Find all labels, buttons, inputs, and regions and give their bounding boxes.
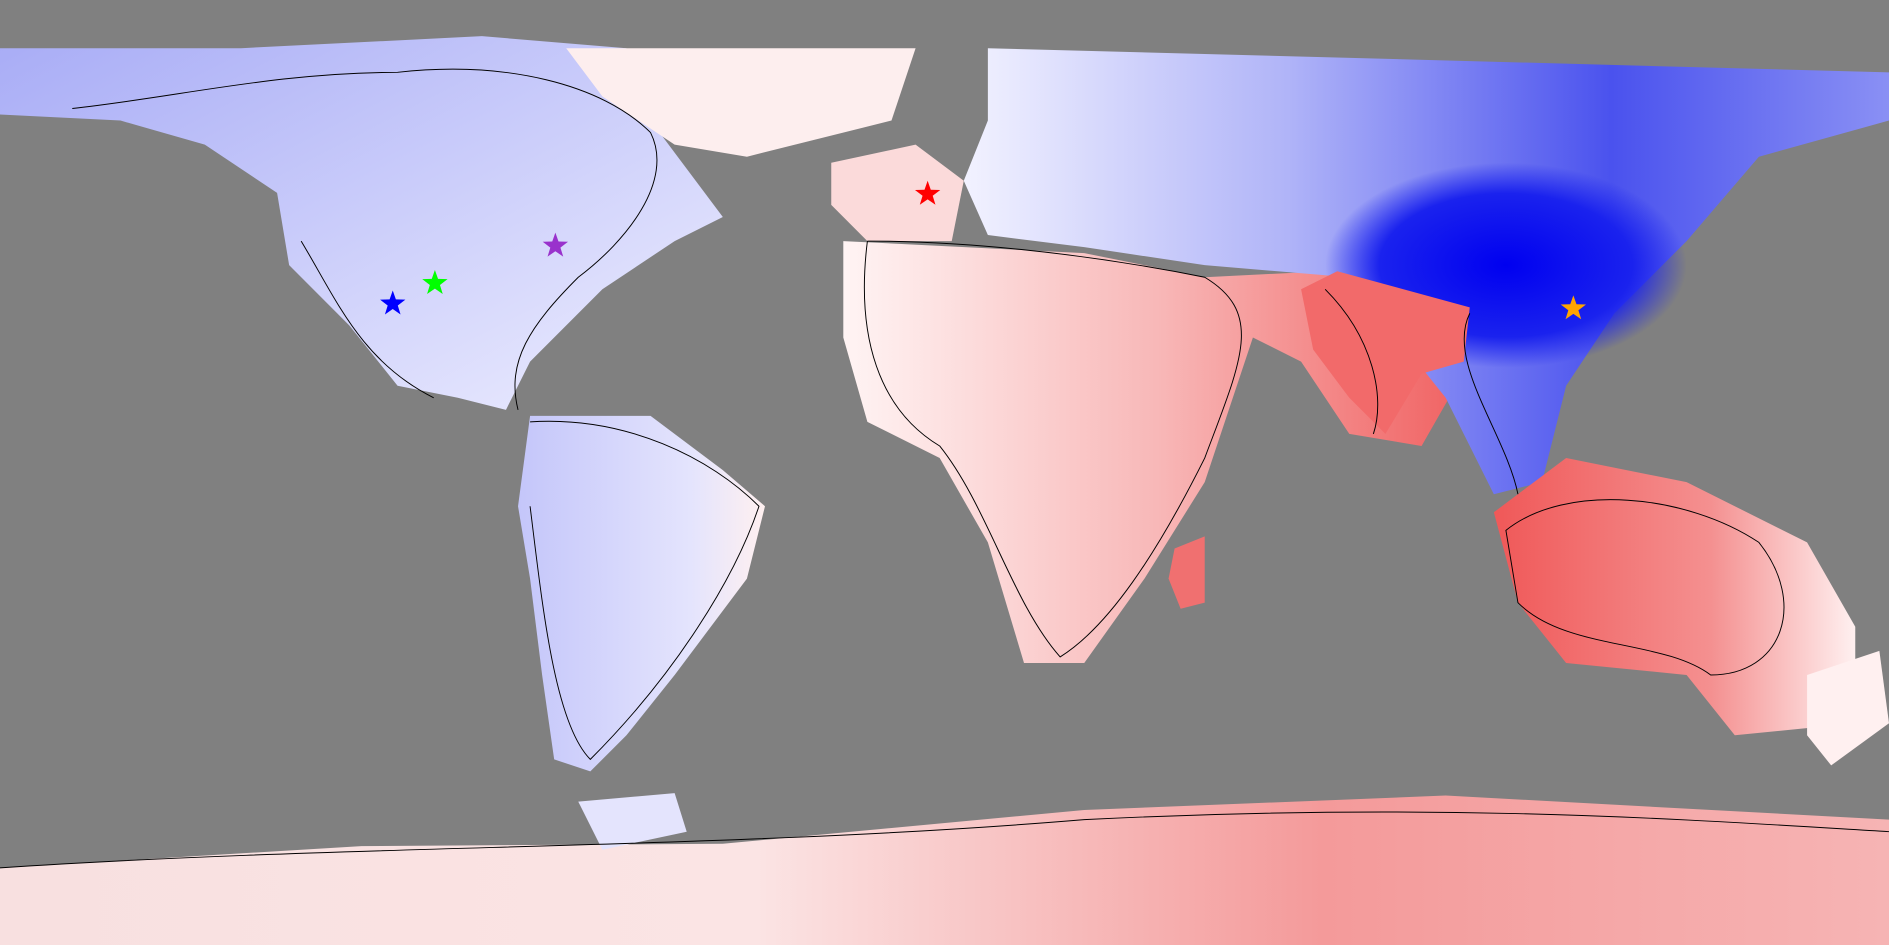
north-america bbox=[0, 36, 723, 410]
south-america bbox=[518, 415, 765, 772]
marker bbox=[422, 270, 448, 294]
marker bbox=[380, 290, 406, 315]
australia bbox=[1493, 458, 1856, 736]
madagascar bbox=[1168, 536, 1205, 609]
marker bbox=[914, 180, 941, 205]
antarctic-peninsula bbox=[578, 793, 687, 850]
new-zealand bbox=[1807, 650, 1889, 766]
coastline bbox=[0, 68, 1889, 869]
markers bbox=[380, 180, 1587, 320]
greenland bbox=[566, 48, 916, 157]
india bbox=[1301, 271, 1470, 434]
marker bbox=[1560, 295, 1587, 320]
uk-region bbox=[831, 144, 964, 242]
antarctica bbox=[0, 795, 1889, 945]
marker bbox=[542, 232, 569, 257]
